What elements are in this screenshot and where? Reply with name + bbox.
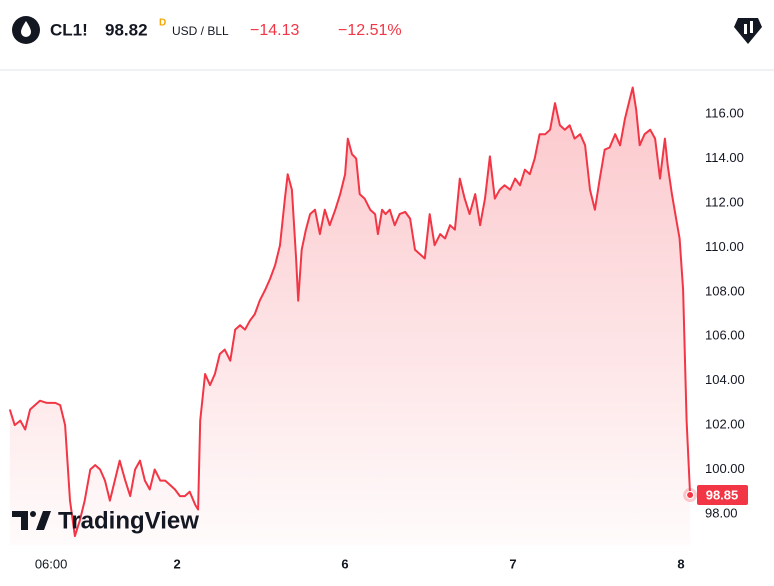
y-tick-label: 102.00	[705, 417, 745, 432]
y-tick-label: 112.00	[705, 194, 744, 209]
x-tick-label: 7	[509, 556, 516, 571]
watermark-text: TradingView	[58, 507, 199, 534]
x-tick-label: 2	[173, 556, 180, 571]
y-tick-label: 98.00	[705, 505, 738, 520]
unit: USD / BLL	[172, 24, 229, 38]
last-price-label: 98.85	[706, 487, 739, 502]
oil-drop	[21, 21, 31, 37]
y-tick-label: 104.00	[705, 372, 745, 387]
x-tick-label: 06:00	[35, 556, 68, 571]
price-flag: D	[159, 18, 166, 29]
watermark: TradingView	[12, 507, 199, 534]
symbol: CL1!	[50, 20, 88, 39]
header: CL1! 98.82 D USD / BLL −14.13 −12.51%	[0, 16, 774, 71]
y-tick-label: 100.00	[705, 461, 745, 476]
price-line	[8, 86, 692, 538]
area-fill	[9, 87, 691, 545]
change-percent: −12.51%	[338, 22, 402, 39]
logo-button[interactable]	[734, 18, 762, 44]
x-tick-label: 8	[677, 556, 684, 571]
y-tick-label: 114.00	[705, 150, 744, 165]
last-price-tag	[697, 485, 748, 506]
change: −14.13	[250, 22, 299, 39]
y-tick-label: 106.00	[705, 328, 745, 343]
x-tick-label: 6	[341, 556, 348, 571]
y-tick-label: 116.00	[705, 106, 744, 121]
y-tick-label: 110.00	[705, 239, 744, 254]
y-tick-label: 108.00	[705, 283, 745, 298]
plot-area: 98.00 100.00 102.00 104.00 106.00 108.00 110.0…	[8, 86, 748, 571]
last-point	[686, 491, 695, 500]
last-price: 98.82	[105, 20, 148, 39]
